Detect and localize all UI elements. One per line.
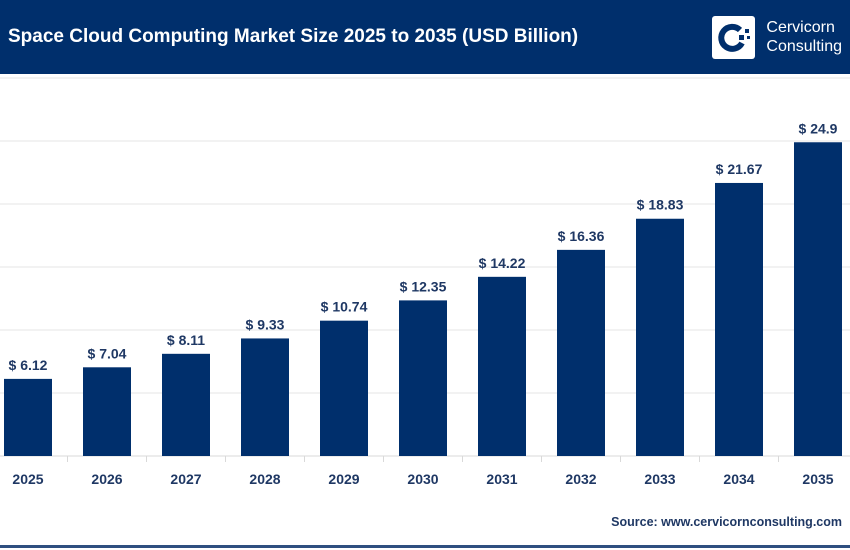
x-tick-label-2033: 2033 — [644, 471, 675, 487]
bar-2034 — [715, 182, 763, 456]
data-label-2030: $ 12.35 — [400, 278, 447, 294]
bar-2035 — [794, 142, 842, 456]
data-label-2032: $ 16.36 — [558, 228, 605, 244]
source-note: Source: www.cervicornconsulting.com — [611, 515, 842, 529]
bar-2032 — [557, 249, 605, 456]
bar-2027 — [162, 353, 210, 456]
x-tick-label-2035: 2035 — [802, 471, 833, 487]
bottom-divider — [0, 545, 850, 548]
data-label-2025: $ 6.12 — [9, 357, 48, 373]
x-tick-label-2026: 2026 — [91, 471, 122, 487]
x-tick-label-2034: 2034 — [723, 471, 754, 487]
data-label-2028: $ 9.33 — [246, 316, 285, 332]
data-label-2026: $ 7.04 — [88, 345, 127, 361]
bar-2031 — [478, 276, 526, 456]
data-label-2027: $ 8.11 — [167, 332, 205, 348]
logo-icon — [712, 16, 755, 59]
chart-title: Space Cloud Computing Market Size 2025 t… — [8, 26, 579, 47]
data-label-2033: $ 18.83 — [637, 197, 684, 213]
bar-2028 — [241, 338, 289, 456]
x-tick-label-2025: 2025 — [12, 471, 43, 487]
data-label-2035: $ 24.9 — [799, 120, 838, 136]
logo-line-1: Cervicorn — [766, 19, 835, 36]
title-banner: Space Cloud Computing Market Size 2025 t… — [0, 0, 850, 74]
bar-2029 — [320, 320, 368, 456]
bar-2030 — [399, 300, 447, 456]
bar-2025 — [4, 378, 52, 456]
x-tick-label-2027: 2027 — [170, 471, 201, 487]
x-tick-label-2032: 2032 — [565, 471, 596, 487]
data-label-2034: $ 21.67 — [716, 161, 763, 177]
logo-line-2: Consulting — [766, 38, 842, 55]
x-tick-label-2029: 2029 — [328, 471, 359, 487]
x-tick-label-2028: 2028 — [249, 471, 280, 487]
bar-2026 — [83, 367, 131, 456]
x-tick-label-2031: 2031 — [486, 471, 517, 487]
bar-2033 — [636, 218, 684, 456]
data-label-2029: $ 10.74 — [321, 299, 368, 315]
logo-text: Cervicorn Consulting — [766, 18, 842, 56]
x-tick-label-2030: 2030 — [407, 471, 438, 487]
data-label-2031: $ 14.22 — [479, 255, 526, 271]
